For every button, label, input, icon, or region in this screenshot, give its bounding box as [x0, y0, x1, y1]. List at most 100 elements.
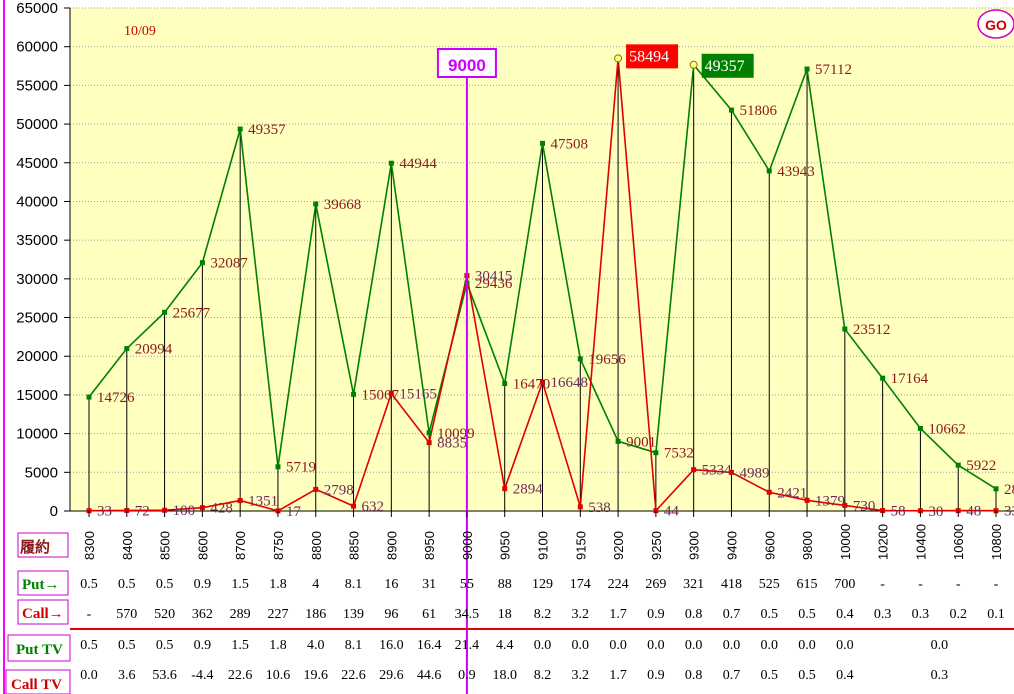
put-oi-label: 57112: [815, 62, 852, 78]
call-price-cell: 186: [305, 607, 326, 622]
put-oi-label: 16470: [513, 377, 551, 393]
x-tick-label: 10000: [838, 524, 853, 560]
max-call-callout: 58494: [626, 44, 679, 69]
x-tick-label: 9250: [649, 531, 664, 560]
row-header-contract-box: [17, 532, 69, 558]
call-price-cell: 139: [343, 607, 364, 622]
put-price-cell: 418: [721, 577, 742, 592]
put-price-cell: 525: [759, 577, 780, 592]
call-price-cell: 0.8: [685, 607, 703, 622]
put-tv-cell: 0.5: [156, 638, 174, 653]
call-oi-point: [162, 507, 168, 513]
y-tick-label: 40000: [16, 193, 58, 210]
put-oi-max-point: [689, 60, 698, 69]
x-tick-label: 8800: [309, 531, 324, 560]
put-price-cell: 129: [532, 577, 553, 592]
call-tv-cell: 0.5: [761, 668, 779, 683]
x-tick-label: 10800: [989, 524, 1004, 560]
put-oi-point: [199, 260, 205, 266]
put-oi-label: 49357: [248, 122, 286, 138]
put-oi-label: 20994: [135, 342, 173, 358]
call-oi-point: [540, 379, 545, 385]
call-oi-label: 30415: [475, 269, 512, 285]
call-tv-cell: 8.2: [534, 668, 552, 683]
put-price-cell: 4: [312, 577, 319, 592]
call-oi-label: 16648: [551, 375, 589, 391]
call-oi-point: [86, 508, 92, 514]
put-price-cell: 224: [608, 577, 629, 592]
call-price-cell: 3.2: [572, 607, 590, 622]
put-oi-point: [540, 140, 545, 146]
max-put-value: 49357: [705, 58, 745, 75]
call-oi-label: 48: [966, 504, 981, 520]
put-tv-cell: 1.5: [231, 638, 249, 653]
x-tick-label: 10400: [913, 524, 928, 560]
y-axis-ticks: 0 5000 10000 15000 20000 25000 30000 35000 40000…: [16, 0, 70, 520]
x-tick-label: 8300: [82, 531, 97, 560]
put-tv-cell: 0.0: [685, 638, 703, 653]
call-oi-label: 538: [588, 500, 611, 516]
put-price-cell: -: [918, 577, 923, 592]
row-header-put-box: [17, 570, 69, 596]
put-tv-cell: 4.0: [307, 638, 325, 653]
y-tick-label: 35000: [16, 232, 58, 249]
x-tick-label: 9000: [460, 531, 475, 560]
put-oi-label: 39668: [324, 197, 362, 213]
call-oi-point: [388, 391, 394, 397]
put-oi-label: 51806: [739, 103, 777, 119]
price-table: 8300 8400 8500 8600 8700 8750 8800 8850 8900 8950…: [70, 511, 1014, 683]
call-price-cell: 570: [116, 607, 137, 622]
row-header-call: Call→: [22, 606, 64, 622]
put-oi-point: [86, 394, 92, 400]
put-price-cell: 88: [498, 577, 512, 592]
put-oi-label: 43943: [777, 164, 815, 180]
x-tick-label: 8700: [233, 531, 248, 560]
call-price-cell: 0.9: [647, 607, 665, 622]
call-oi-point: [955, 508, 961, 514]
call-tv-cell: 0.0: [80, 668, 98, 683]
put-tv-cell: 0.0: [723, 638, 741, 653]
strike-marker-box: [436, 48, 497, 78]
call-tv-cell: 19.6: [304, 668, 329, 683]
put-tv-cell: 21.4: [455, 638, 480, 653]
put-oi-label: 15067: [362, 387, 400, 403]
put-price-cell: 700: [834, 577, 855, 592]
put-oi-label: 19656: [588, 352, 626, 368]
put-oi-point: [955, 462, 961, 468]
put-oi-label: 5719: [286, 460, 316, 476]
x-tick-label: 9800: [800, 531, 815, 560]
put-price-cell: 16: [384, 577, 398, 592]
call-tv-cell: 53.6: [152, 668, 177, 683]
x-tick-label: 9050: [498, 531, 513, 560]
put-oi-label: 32087: [210, 256, 248, 272]
call-oi-max-point: [614, 54, 623, 63]
max-call-value: 58494: [629, 48, 669, 65]
call-price-cell: -: [87, 607, 92, 622]
call-oi-point: [577, 504, 583, 510]
go-button[interactable]: [977, 9, 1014, 39]
put-tv-cell: 0.0: [798, 638, 816, 653]
put-price-cell: -: [994, 577, 999, 592]
call-tv-cell: 0.4: [836, 668, 854, 683]
go-button-label[interactable]: GO: [985, 17, 1007, 33]
put-oi-point: [653, 450, 659, 456]
call-price-cell: 227: [267, 607, 288, 622]
x-tick-label: 10200: [876, 524, 891, 560]
call-oi-label: 4989: [739, 465, 769, 481]
put-price-cell: -: [956, 577, 961, 592]
x-tick-label: 8850: [347, 531, 362, 560]
call-oi-point: [199, 505, 205, 511]
put-oi-label: 10662: [928, 421, 966, 437]
put-tv-cell: 0.9: [194, 638, 212, 653]
x-tick-label: 8500: [158, 531, 173, 560]
x-tick-label: 8750: [271, 531, 286, 560]
y-tick-label: 60000: [16, 39, 58, 56]
put-oi-label: 25677: [173, 305, 211, 321]
y-tick-label: 25000: [16, 310, 58, 327]
put-price-cell: 55: [460, 577, 474, 592]
put-oi-label: 44944: [399, 156, 437, 172]
call-oi-point: [502, 486, 508, 492]
put-oi-point: [728, 107, 734, 113]
row-header-put-tv: Put TV: [16, 642, 63, 658]
